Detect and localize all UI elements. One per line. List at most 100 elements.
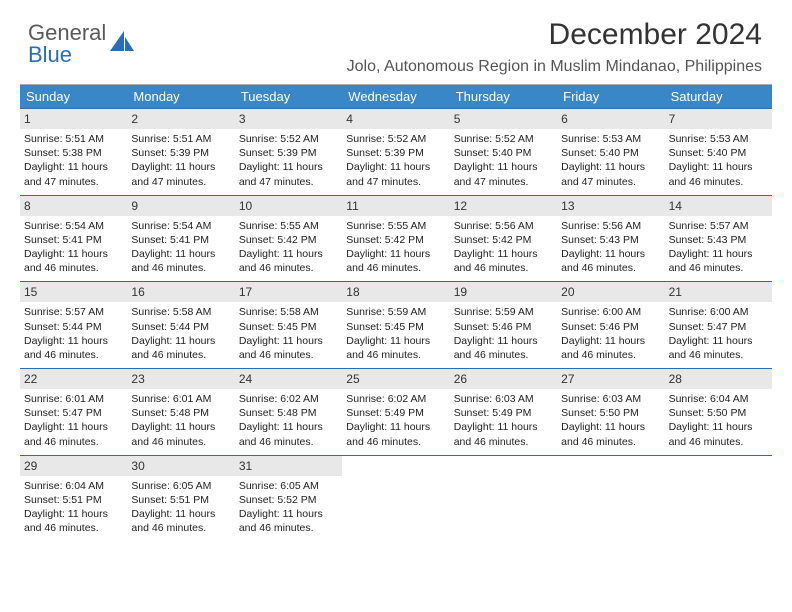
day-cell: 22Sunrise: 6:01 AMSunset: 5:47 PMDayligh…	[20, 369, 127, 455]
sunset-text: Sunset: 5:41 PM	[131, 233, 230, 247]
sunrise-text: Sunrise: 5:52 AM	[239, 132, 338, 146]
logo-line2: Blue	[28, 44, 106, 66]
day-cell: 23 Sunrise: 6:01 AMSunset: 5:48 PMDayligh…	[127, 369, 234, 455]
calendar: Sunday Monday Tuesday Wednesday Thursday…	[20, 84, 772, 541]
day-number: 28	[665, 369, 772, 389]
sunset-text: Sunset: 5:40 PM	[454, 146, 553, 160]
daylight-text: Daylight: 11 hours and 46 minutes.	[561, 334, 660, 362]
day-header-thu: Thursday	[450, 85, 557, 108]
daylight-text: Daylight: 11 hours and 47 minutes.	[454, 160, 553, 188]
sunrise-text: Sunrise: 6:02 AM	[239, 392, 338, 406]
day-number: 6	[557, 109, 664, 129]
day-cell: 18Sunrise: 5:59 AMSunset: 5:45 PMDayligh…	[342, 282, 449, 368]
sunrise-text: Sunrise: 6:04 AM	[669, 392, 768, 406]
week-row: 22Sunrise: 6:01 AMSunset: 5:47 PMDayligh…	[20, 368, 772, 455]
daylight-text: Daylight: 11 hours and 46 minutes.	[669, 334, 768, 362]
day-cell: 20Sunrise: 6:00 AMSunset: 5:46 PMDayligh…	[557, 282, 664, 368]
sunset-text: Sunset: 5:39 PM	[346, 146, 445, 160]
daylight-text: Daylight: 11 hours and 47 minutes.	[561, 160, 660, 188]
day-cell: 31Sunrise: 6:05 AMSunset: 5:52 PMDayligh…	[235, 456, 342, 542]
sunset-text: Sunset: 5:41 PM	[24, 233, 123, 247]
sunset-text: Sunset: 5:43 PM	[561, 233, 660, 247]
day-cell: .	[665, 456, 772, 542]
sunrise-text: Sunrise: 5:59 AM	[346, 305, 445, 319]
daylight-text: Daylight: 11 hours and 46 minutes.	[239, 420, 338, 448]
weeks-container: 1Sunrise: 5:51 AMSunset: 5:38 PMDaylight…	[20, 108, 772, 541]
day-cell: 30Sunrise: 6:05 AMSunset: 5:51 PMDayligh…	[127, 456, 234, 542]
day-cell: 19Sunrise: 5:59 AMSunset: 5:46 PMDayligh…	[450, 282, 557, 368]
daylight-text: Daylight: 11 hours and 46 minutes.	[24, 507, 123, 535]
day-header-sat: Saturday	[665, 85, 772, 108]
day-cell: 7Sunrise: 5:53 AMSunset: 5:40 PMDaylight…	[665, 109, 772, 195]
day-cell: 6Sunrise: 5:53 AMSunset: 5:40 PMDaylight…	[557, 109, 664, 195]
sunset-text: Sunset: 5:43 PM	[669, 233, 768, 247]
day-header-mon: Monday	[127, 85, 234, 108]
sunrise-text: Sunrise: 6:03 AM	[561, 392, 660, 406]
day-header-wed: Wednesday	[342, 85, 449, 108]
sunset-text: Sunset: 5:45 PM	[239, 320, 338, 334]
sunrise-text: Sunrise: 6:01 AM	[131, 392, 230, 406]
sunset-text: Sunset: 5:40 PM	[669, 146, 768, 160]
day-cell: 9Sunrise: 5:54 AMSunset: 5:41 PMDaylight…	[127, 196, 234, 282]
day-cell: 24 Sunrise: 6:02 AMSunset: 5:48 PMDayligh…	[235, 369, 342, 455]
daylight-text: Daylight: 11 hours and 46 minutes.	[561, 420, 660, 448]
day-cell: 3Sunrise: 5:52 AMSunset: 5:39 PMDaylight…	[235, 109, 342, 195]
day-number: 9	[127, 196, 234, 216]
day-cell: 11Sunrise: 5:55 AMSunset: 5:42 PMDayligh…	[342, 196, 449, 282]
sunrise-text: Sunrise: 6:00 AM	[561, 305, 660, 319]
daylight-text: Daylight: 11 hours and 46 minutes.	[669, 247, 768, 275]
day-cell: 1Sunrise: 5:51 AMSunset: 5:38 PMDaylight…	[20, 109, 127, 195]
logo-text: General Blue	[28, 22, 106, 66]
day-cell: 17Sunrise: 5:58 AMSunset: 5:45 PMDayligh…	[235, 282, 342, 368]
sunrise-text: Sunrise: 5:54 AM	[131, 219, 230, 233]
daylight-text: Daylight: 11 hours and 47 minutes.	[24, 160, 123, 188]
day-cell: 16Sunrise: 5:58 AMSunset: 5:44 PMDayligh…	[127, 282, 234, 368]
day-number: 4	[342, 109, 449, 129]
sunset-text: Sunset: 5:49 PM	[454, 406, 553, 420]
day-number: 3	[235, 109, 342, 129]
day-number: 17	[235, 282, 342, 302]
daylight-text: Daylight: 11 hours and 46 minutes.	[131, 334, 230, 362]
week-row: 8Sunrise: 5:54 AMSunset: 5:41 PMDaylight…	[20, 195, 772, 282]
sunrise-text: Sunrise: 5:53 AM	[561, 132, 660, 146]
sunrise-text: Sunrise: 5:58 AM	[239, 305, 338, 319]
day-number: 23	[127, 369, 234, 389]
day-number: 10	[235, 196, 342, 216]
day-number: 13	[557, 196, 664, 216]
sunset-text: Sunset: 5:48 PM	[239, 406, 338, 420]
day-cell: 2Sunrise: 5:51 AMSunset: 5:39 PMDaylight…	[127, 109, 234, 195]
sunrise-text: Sunrise: 6:04 AM	[24, 479, 123, 493]
daylight-text: Daylight: 11 hours and 46 minutes.	[131, 420, 230, 448]
week-row: 29Sunrise: 6:04 AMSunset: 5:51 PMDayligh…	[20, 455, 772, 542]
sunrise-text: Sunrise: 6:05 AM	[239, 479, 338, 493]
sunrise-text: Sunrise: 5:57 AM	[669, 219, 768, 233]
sunrise-text: Sunrise: 5:53 AM	[669, 132, 768, 146]
day-number: 27	[557, 369, 664, 389]
day-number: 26	[450, 369, 557, 389]
logo: General Blue	[28, 22, 136, 66]
sunset-text: Sunset: 5:48 PM	[131, 406, 230, 420]
sunset-text: Sunset: 5:46 PM	[454, 320, 553, 334]
day-number: 24	[235, 369, 342, 389]
day-cell: 8Sunrise: 5:54 AMSunset: 5:41 PMDaylight…	[20, 196, 127, 282]
daylight-text: Daylight: 11 hours and 46 minutes.	[454, 247, 553, 275]
daylight-text: Daylight: 11 hours and 46 minutes.	[239, 507, 338, 535]
sunrise-text: Sunrise: 6:03 AM	[454, 392, 553, 406]
day-cell: 21Sunrise: 6:00 AMSunset: 5:47 PMDayligh…	[665, 282, 772, 368]
sunrise-text: Sunrise: 5:58 AM	[131, 305, 230, 319]
location-subtitle: Jolo, Autonomous Region in Muslim Mindan…	[347, 58, 762, 76]
day-cell: .	[342, 456, 449, 542]
sunrise-text: Sunrise: 5:54 AM	[24, 219, 123, 233]
sunset-text: Sunset: 5:46 PM	[561, 320, 660, 334]
sunrise-text: Sunrise: 5:52 AM	[346, 132, 445, 146]
daylight-text: Daylight: 11 hours and 47 minutes.	[346, 160, 445, 188]
day-cell: 13Sunrise: 5:56 AMSunset: 5:43 PMDayligh…	[557, 196, 664, 282]
day-cell: .	[450, 456, 557, 542]
logo-sail-icon	[110, 31, 136, 58]
sunset-text: Sunset: 5:38 PM	[24, 146, 123, 160]
daylight-text: Daylight: 11 hours and 46 minutes.	[669, 160, 768, 188]
sunrise-text: Sunrise: 5:51 AM	[24, 132, 123, 146]
day-cell: 28Sunrise: 6:04 AMSunset: 5:50 PMDayligh…	[665, 369, 772, 455]
day-number: 29	[20, 456, 127, 476]
sunset-text: Sunset: 5:42 PM	[454, 233, 553, 247]
